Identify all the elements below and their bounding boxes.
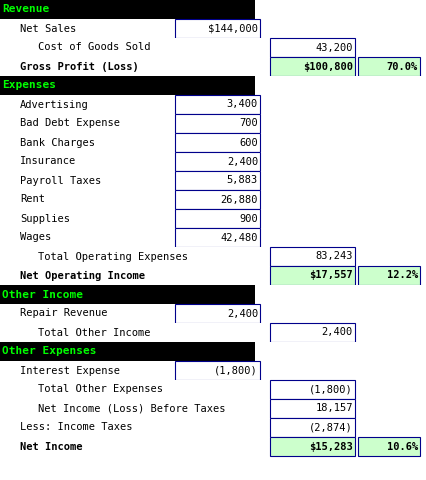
Bar <box>0 133 426 152</box>
Text: 10.6%: 10.6% <box>386 442 417 452</box>
Bar <box>0 418 426 437</box>
Bar <box>269 38 354 57</box>
Text: $15,283: $15,283 <box>308 442 352 452</box>
Bar <box>0 19 426 38</box>
Text: (1,800): (1,800) <box>214 365 257 375</box>
Text: 42,480: 42,480 <box>220 232 257 242</box>
Bar <box>0 304 426 323</box>
Bar <box>269 266 354 285</box>
Text: 2,400: 2,400 <box>226 309 257 319</box>
Bar <box>0 0 254 19</box>
Bar <box>0 361 426 380</box>
Text: Other Income: Other Income <box>2 289 83 300</box>
Text: Revenue: Revenue <box>2 4 49 14</box>
Bar <box>269 57 354 76</box>
Text: Supplies: Supplies <box>20 214 70 224</box>
Text: 83,243: 83,243 <box>315 252 352 262</box>
Bar <box>0 323 426 342</box>
Text: Interest Expense: Interest Expense <box>20 365 120 375</box>
Text: Bad Debt Expense: Bad Debt Expense <box>20 119 120 129</box>
Bar <box>254 342 426 361</box>
Bar <box>175 361 259 380</box>
Bar <box>0 114 426 133</box>
Text: Net Operating Income: Net Operating Income <box>20 271 145 280</box>
Bar <box>0 76 254 95</box>
Bar <box>0 437 426 456</box>
Text: Total Other Expenses: Total Other Expenses <box>38 384 163 395</box>
Text: (1,800): (1,800) <box>308 384 352 395</box>
Bar <box>0 228 426 247</box>
Text: Expenses: Expenses <box>2 81 56 91</box>
Bar <box>254 285 426 304</box>
Bar <box>0 399 426 418</box>
Bar <box>0 190 426 209</box>
Bar <box>0 57 426 76</box>
Bar <box>175 228 259 247</box>
Bar <box>357 266 419 285</box>
Text: Insurance: Insurance <box>20 156 76 167</box>
Bar <box>0 342 254 361</box>
Text: Total Other Income: Total Other Income <box>38 327 150 337</box>
Text: $144,000: $144,000 <box>207 24 257 34</box>
Bar <box>0 152 426 171</box>
Bar <box>175 152 259 171</box>
Text: $17,557: $17,557 <box>308 271 352 280</box>
Bar <box>175 304 259 323</box>
Bar <box>357 57 419 76</box>
Bar <box>175 19 259 38</box>
Text: 700: 700 <box>239 119 257 129</box>
Bar <box>0 247 426 266</box>
Bar <box>0 171 426 190</box>
Text: 18,157: 18,157 <box>315 404 352 413</box>
Bar <box>254 76 426 95</box>
Text: $100,800: $100,800 <box>302 61 352 72</box>
Bar <box>175 114 259 133</box>
Bar <box>175 95 259 114</box>
Bar <box>175 133 259 152</box>
Text: 900: 900 <box>239 214 257 224</box>
Text: Less: Income Taxes: Less: Income Taxes <box>20 422 132 432</box>
Bar <box>175 190 259 209</box>
Bar <box>175 209 259 228</box>
Bar <box>357 437 419 456</box>
Text: Cost of Goods Sold: Cost of Goods Sold <box>38 43 150 52</box>
Bar <box>0 38 426 57</box>
Bar <box>269 399 354 418</box>
Text: Gross Profit (Loss): Gross Profit (Loss) <box>20 61 138 72</box>
Text: Rent: Rent <box>20 194 45 204</box>
Bar <box>0 266 426 285</box>
Bar <box>269 418 354 437</box>
Text: Repair Revenue: Repair Revenue <box>20 309 107 319</box>
Text: 12.2%: 12.2% <box>386 271 417 280</box>
Text: 2,400: 2,400 <box>226 156 257 167</box>
Text: 26,880: 26,880 <box>220 194 257 204</box>
Bar <box>269 323 354 342</box>
Bar <box>269 437 354 456</box>
Bar <box>0 95 426 114</box>
Text: Advertising: Advertising <box>20 99 89 109</box>
Bar <box>0 209 426 228</box>
Text: 5,883: 5,883 <box>226 176 257 185</box>
Text: Payroll Taxes: Payroll Taxes <box>20 176 101 185</box>
Text: 600: 600 <box>239 137 257 147</box>
Bar <box>175 171 259 190</box>
Text: Net Income (Loss) Before Taxes: Net Income (Loss) Before Taxes <box>38 404 225 413</box>
Text: (2,874): (2,874) <box>308 422 352 432</box>
Bar <box>0 285 254 304</box>
Bar <box>0 380 426 399</box>
Text: Other Expenses: Other Expenses <box>2 347 96 357</box>
Text: Net Sales: Net Sales <box>20 24 76 34</box>
Text: 70.0%: 70.0% <box>386 61 417 72</box>
Text: Total Operating Expenses: Total Operating Expenses <box>38 252 187 262</box>
Bar <box>269 247 354 266</box>
Text: Net Income: Net Income <box>20 442 82 452</box>
Text: 3,400: 3,400 <box>226 99 257 109</box>
Text: 43,200: 43,200 <box>315 43 352 52</box>
Bar <box>254 0 426 19</box>
Text: Wages: Wages <box>20 232 51 242</box>
Text: Bank Charges: Bank Charges <box>20 137 95 147</box>
Bar <box>269 380 354 399</box>
Text: 2,400: 2,400 <box>321 327 352 337</box>
